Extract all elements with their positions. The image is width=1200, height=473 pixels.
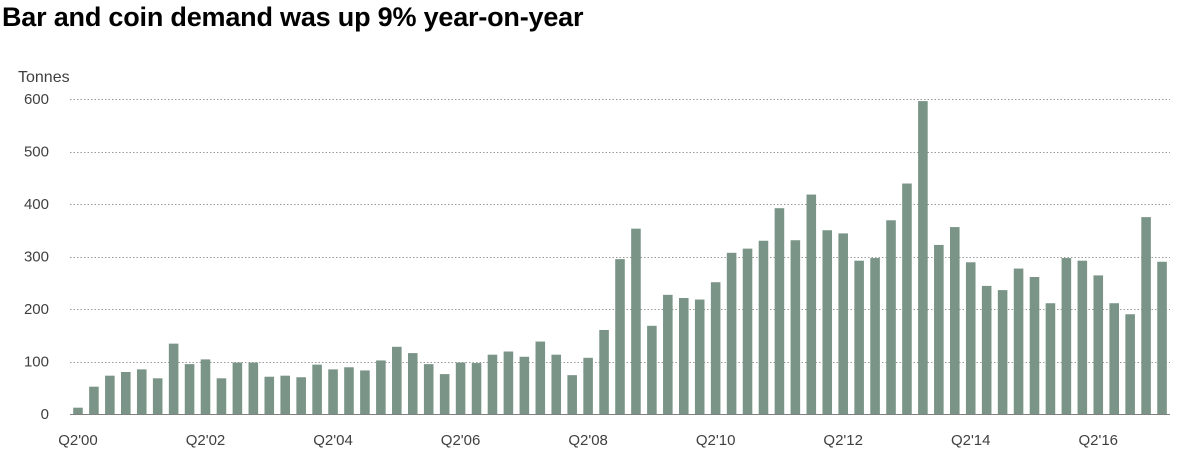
bar: [439, 374, 450, 414]
bar: [264, 376, 275, 414]
bar: [1045, 303, 1056, 414]
bar: [774, 208, 785, 414]
bar: [296, 377, 306, 414]
bar: [838, 233, 848, 414]
bar: [312, 364, 322, 414]
bar: [519, 356, 530, 414]
bar: [870, 258, 880, 414]
bar: [854, 260, 864, 414]
bar: [184, 364, 195, 415]
y-tick-label: 200: [24, 301, 49, 318]
bar: [105, 375, 115, 414]
bar: [902, 183, 912, 414]
bar: [1157, 261, 1167, 414]
bar: [392, 346, 402, 414]
bar: [487, 354, 498, 414]
bar: [710, 282, 721, 414]
bar: [631, 228, 641, 414]
bar: [455, 362, 466, 414]
bar: [678, 297, 689, 414]
y-tick-label: 0: [41, 406, 49, 423]
bar: [965, 262, 976, 414]
x-tick-label: Q2'16: [1078, 432, 1118, 449]
bar: [599, 330, 609, 414]
bar: [726, 252, 737, 414]
bar: [918, 101, 928, 414]
x-tick-label: Q2'04: [313, 432, 353, 449]
bar: [822, 230, 833, 414]
x-tick-label: Q2'14: [951, 432, 991, 449]
y-axis-tick-labels: 0 100 200 300 400 500 600: [24, 91, 49, 423]
bar: [503, 351, 514, 414]
bar: [1109, 303, 1119, 414]
bar: [567, 375, 577, 414]
x-tick-label: Q2'10: [696, 432, 736, 449]
bar: [551, 354, 562, 414]
y-axis-unit-label: Tonnes: [18, 69, 70, 86]
bar: [615, 259, 625, 415]
bar: [423, 364, 434, 415]
x-tick-label: Q2'12: [823, 432, 863, 449]
bar: [328, 369, 338, 415]
bar: [997, 290, 1008, 414]
bar: [73, 407, 83, 414]
bar: [886, 220, 896, 414]
bar: [758, 240, 769, 414]
bar: [535, 341, 546, 414]
bar: [583, 357, 593, 414]
y-tick-label: 600: [24, 91, 49, 108]
bar: [121, 372, 131, 414]
bar: [790, 240, 801, 414]
x-tick-label: Q2'08: [568, 432, 608, 449]
bar: [1141, 217, 1151, 415]
bar: [1061, 258, 1072, 414]
bar: [89, 386, 99, 414]
bar: [934, 244, 944, 414]
y-tick-label: 100: [24, 354, 49, 371]
bar: [742, 248, 753, 415]
x-tick-label: Q2'00: [58, 432, 98, 449]
y-tick-label: 400: [24, 196, 49, 213]
bar: [1093, 275, 1104, 414]
bar: [694, 299, 705, 414]
y-tick-label: 300: [24, 249, 49, 266]
bar: [950, 227, 960, 414]
x-tick-label: Q2'06: [441, 432, 481, 449]
bar: [216, 378, 227, 414]
bar: [663, 294, 673, 414]
bar: [1013, 268, 1024, 414]
bar: [376, 360, 386, 414]
bar: [1029, 276, 1040, 414]
bar: [360, 370, 370, 414]
x-tick-label: Q2'02: [186, 432, 226, 449]
bar: [806, 194, 817, 414]
chart-title: Bar and coin demand was up 9% year-on-ye…: [2, 2, 584, 32]
bar: [152, 378, 163, 414]
bar: [168, 343, 179, 414]
bar: [280, 375, 290, 414]
bar: [136, 369, 147, 415]
bar: [407, 353, 418, 414]
y-tick-label: 500: [24, 144, 49, 161]
bar: [1125, 314, 1135, 414]
bar: [248, 362, 259, 414]
bar: [647, 325, 657, 414]
bar-series: [73, 101, 1167, 415]
bar: [200, 359, 211, 414]
bar: [344, 367, 354, 414]
bar: [981, 285, 992, 414]
bar: [1077, 260, 1088, 414]
bar: [471, 363, 482, 414]
x-axis-tick-labels: Q2'00 Q2'02 Q2'04 Q2'06 Q2'08 Q2'10 Q2'12 Q2'14…: [58, 432, 1118, 449]
bar: [232, 362, 243, 414]
